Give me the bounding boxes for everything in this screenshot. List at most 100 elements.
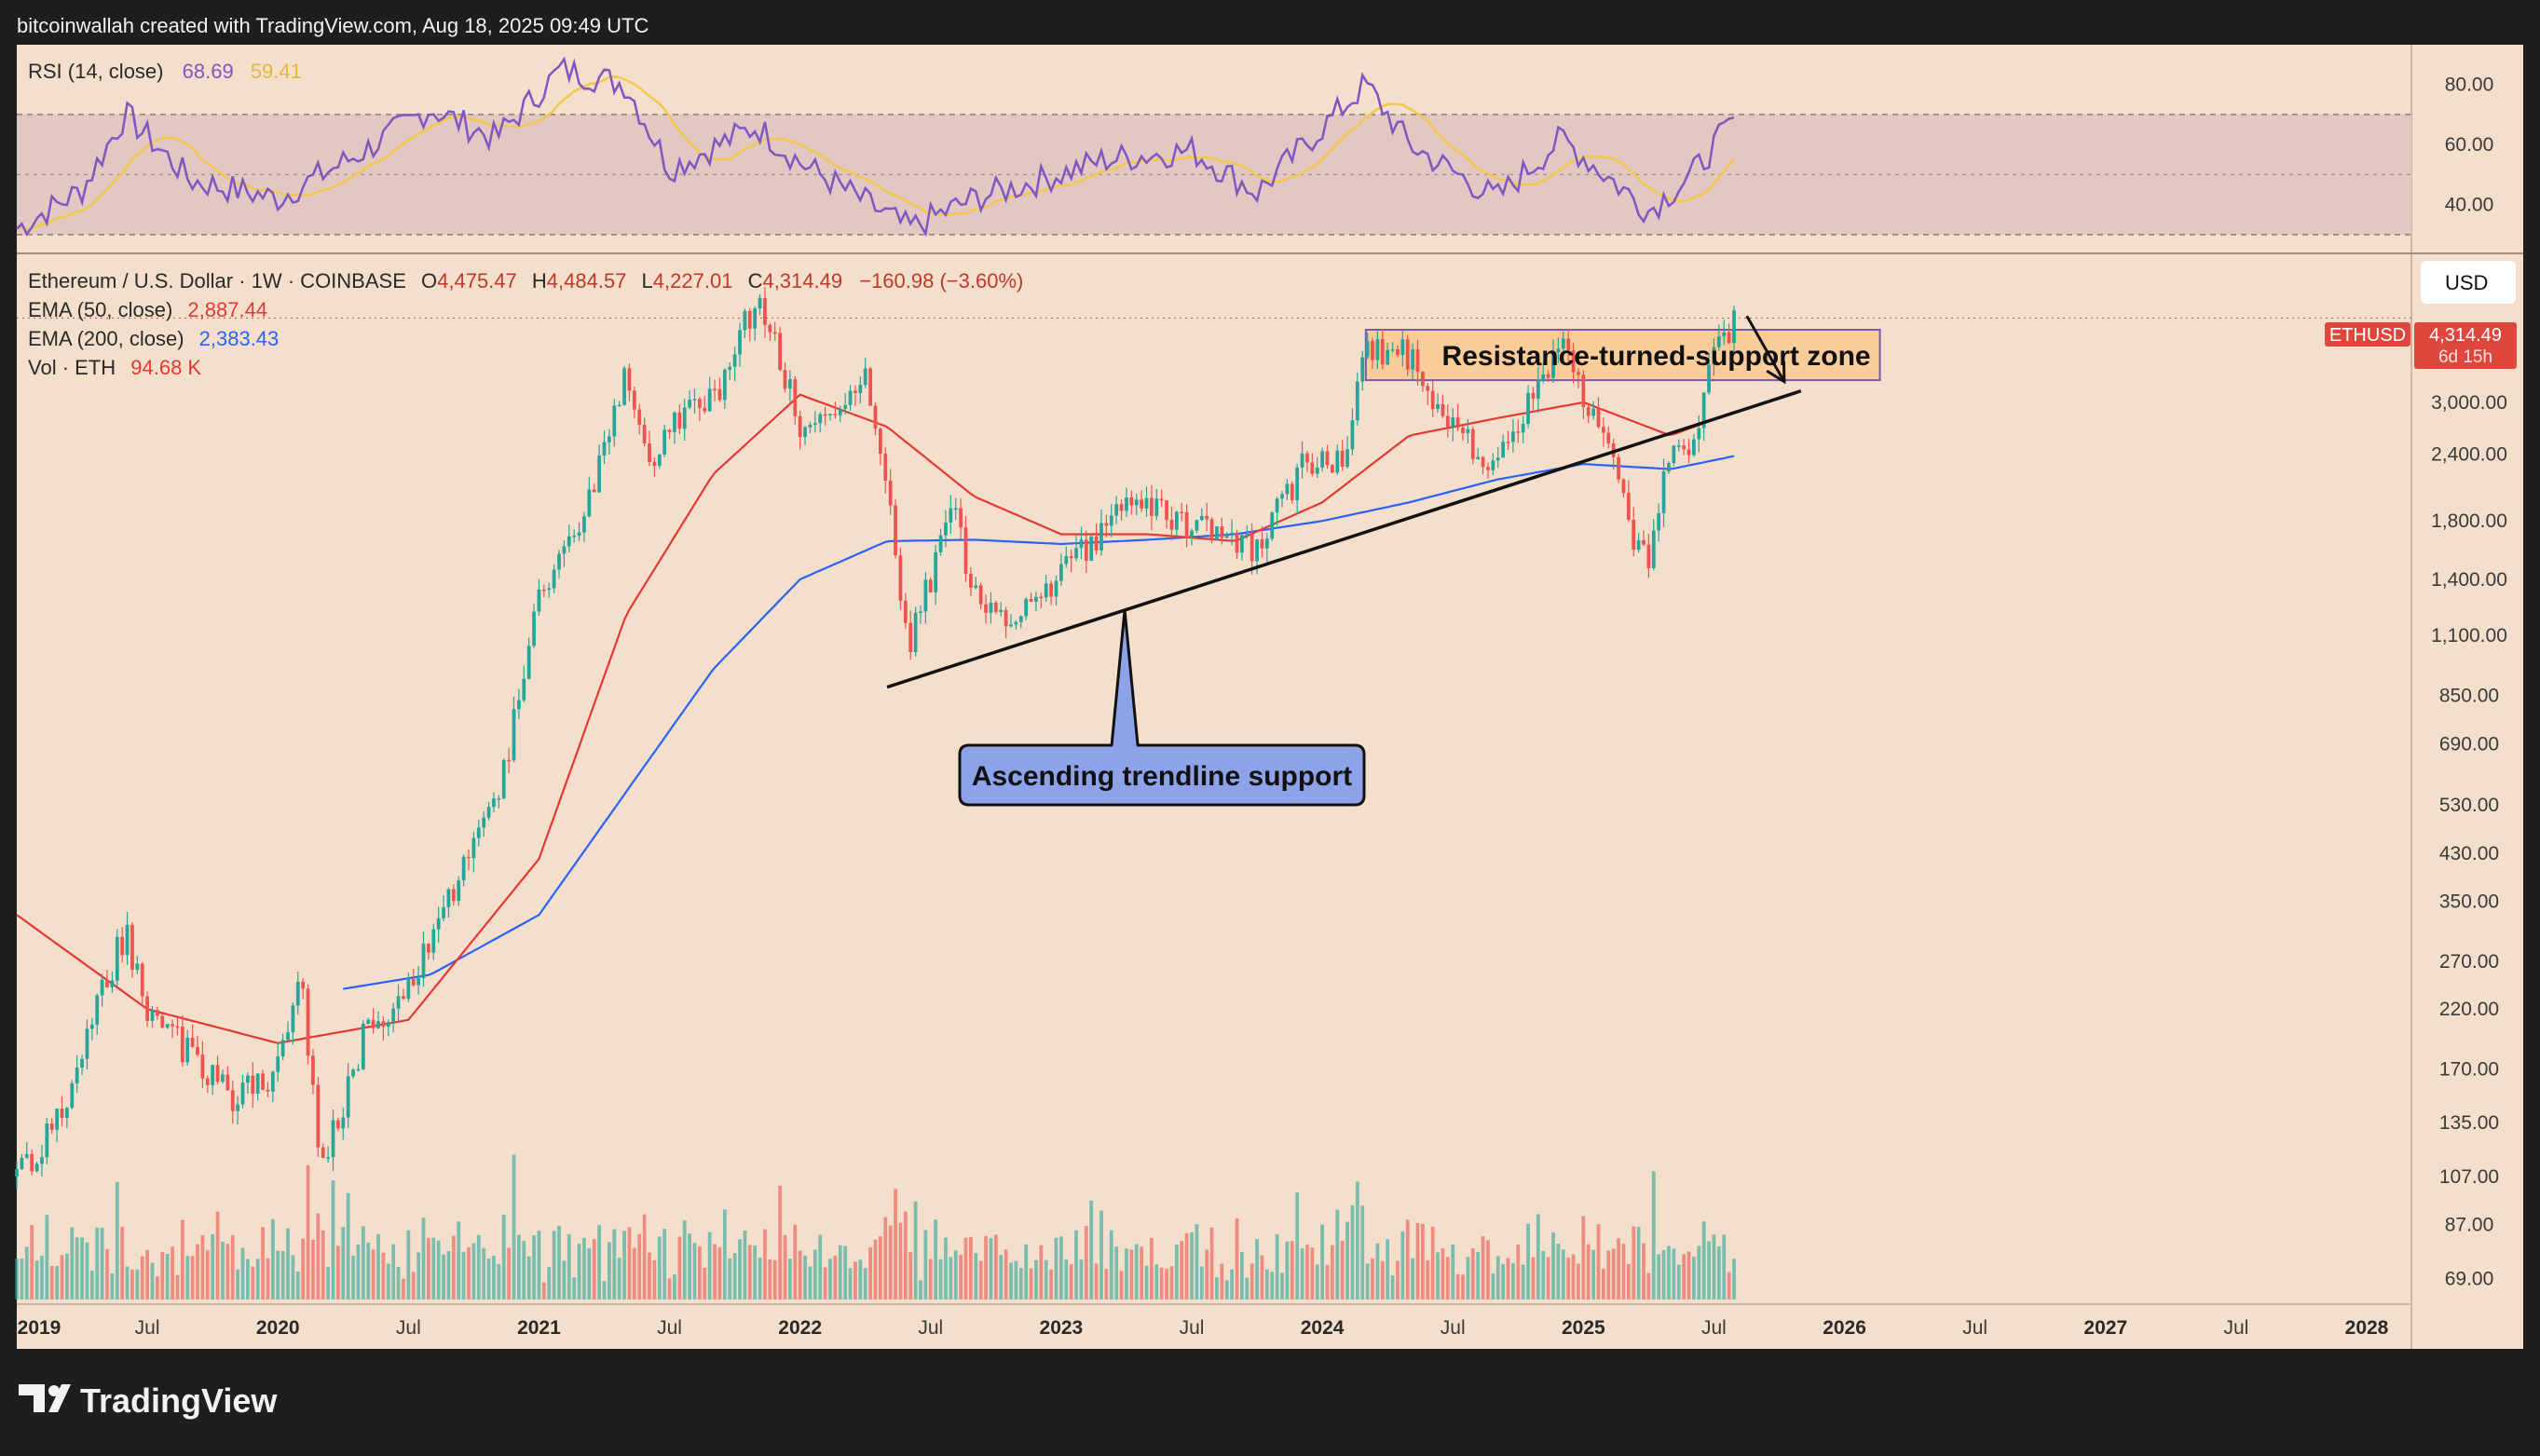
- volume-bar: [692, 1243, 697, 1300]
- candle-body: [1672, 445, 1676, 464]
- volume-bar: [497, 1263, 501, 1300]
- candle-body: [1159, 498, 1164, 501]
- volume-bar: [467, 1246, 471, 1300]
- time-tick-label: 2024: [1301, 1317, 1345, 1339]
- volume-bar: [974, 1253, 978, 1300]
- currency-button[interactable]: USD: [2421, 261, 2516, 304]
- volume-bar: [326, 1266, 330, 1300]
- volume-bar: [1029, 1268, 1033, 1300]
- volume-bar: [1676, 1264, 1681, 1300]
- volume-bar: [1571, 1254, 1576, 1300]
- volume-bar: [1049, 1269, 1053, 1300]
- candle-body: [1004, 609, 1008, 627]
- volume-bar: [65, 1253, 69, 1300]
- candle-body: [1280, 494, 1284, 499]
- volume-bar: [1054, 1237, 1058, 1300]
- candle-body: [648, 442, 651, 462]
- price-tag-symbol: ETHUSD: [2329, 325, 2406, 346]
- candle-body: [1716, 336, 1721, 347]
- candle-body: [1290, 483, 1294, 501]
- candle-body: [969, 573, 973, 588]
- ema200-label[interactable]: EMA (200, close): [28, 327, 184, 350]
- volume-bar: [532, 1235, 536, 1300]
- volume-bar: [1069, 1264, 1073, 1300]
- candle-body: [1069, 556, 1073, 559]
- volume-bar: [858, 1259, 863, 1300]
- candle-body: [552, 569, 556, 589]
- volume-bar: [682, 1220, 687, 1300]
- candle-body: [717, 388, 722, 401]
- ascending-trendline[interactable]: [886, 389, 1802, 689]
- candle-body: [60, 1109, 64, 1118]
- candle-body: [120, 936, 125, 956]
- candle-body: [1495, 457, 1500, 461]
- price-tick-label: 69.00: [2445, 1268, 2494, 1289]
- rsi-tick-label: 60.00: [2445, 134, 2494, 156]
- volume-bar: [205, 1250, 210, 1300]
- candle-body: [713, 388, 717, 391]
- volume-bar: [381, 1252, 386, 1300]
- candle-body: [999, 609, 1004, 612]
- rsi-pane[interactable]: 80.00 60.00 40.00 RSI (14, close) 68.69 59…: [16, 56, 2494, 238]
- tradingview-brand[interactable]: TradingView: [19, 1381, 278, 1420]
- volume-bar: [1024, 1244, 1029, 1300]
- volume-bar: [105, 1248, 109, 1300]
- candle-body: [984, 604, 988, 613]
- candle-body: [361, 1023, 365, 1069]
- candle-body: [928, 579, 933, 592]
- candle-body: [1676, 445, 1681, 447]
- symbol-name[interactable]: Ethereum / U.S. Dollar · 1W · COINBASE: [28, 269, 406, 293]
- time-axis-ticks[interactable]: 2019 Jul 2020 Jul 2021 Jul 2022 Jul 2023 Jul 2024 J…: [18, 1317, 2389, 1339]
- volume-bar: [1260, 1255, 1264, 1300]
- ema50-label[interactable]: EMA (50, close): [28, 298, 172, 321]
- candle-body: [351, 1069, 355, 1077]
- close-value: 4,314.49: [762, 269, 842, 293]
- candle-body: [321, 1147, 325, 1158]
- tradingview-logo-icon: [19, 1384, 71, 1412]
- volume-bar: [230, 1234, 235, 1300]
- candle-body: [1049, 583, 1053, 597]
- candle-body: [903, 600, 908, 623]
- volume-bar: [1646, 1272, 1651, 1300]
- trendline-callout-box: [958, 608, 1366, 807]
- candle-body: [848, 390, 853, 405]
- volume-bar: [1209, 1227, 1214, 1300]
- volume-bar: [1501, 1263, 1505, 1300]
- volume-bar: [1606, 1250, 1611, 1300]
- price-pane[interactable]: Ascending trendline support Resistance-t…: [15, 261, 2517, 1300]
- volume-bar: [1159, 1267, 1164, 1300]
- candle-body: [1140, 499, 1143, 509]
- volume-bar: [1009, 1262, 1013, 1300]
- volume-bar: [175, 1274, 180, 1300]
- volume-bar: [1732, 1259, 1736, 1300]
- volume-bar: [732, 1253, 737, 1300]
- volume-bar: [1651, 1171, 1656, 1300]
- volume-bar: [1712, 1234, 1716, 1300]
- volume-bar: [1129, 1249, 1134, 1300]
- volume-bar: [391, 1244, 396, 1300]
- candle-body: [873, 405, 878, 429]
- volume-bar: [1481, 1236, 1485, 1300]
- volume-bar: [772, 1259, 777, 1300]
- volume-bar: [280, 1250, 285, 1300]
- volume-bar: [1094, 1263, 1099, 1300]
- volume-bar: [934, 1219, 938, 1300]
- candle-body: [417, 978, 420, 986]
- volume-bar: [135, 1269, 140, 1300]
- zone-arrow[interactable]: [1745, 315, 1786, 385]
- price-tick-label: 2,400.00: [2431, 444, 2507, 466]
- candle-body: [919, 611, 922, 613]
- rsi-axis-ticks[interactable]: 80.00 60.00 40.00: [2445, 75, 2494, 216]
- high-label: H: [532, 269, 547, 293]
- volume-label[interactable]: Vol · ETH: [28, 356, 116, 379]
- volume-bar: [1566, 1258, 1571, 1300]
- candle-body: [1245, 534, 1250, 536]
- trendline-callout[interactable]: Ascending trendline support: [958, 608, 1366, 807]
- candle-body: [140, 963, 144, 997]
- candle-body: [1551, 352, 1555, 378]
- volume-bar: [386, 1263, 390, 1300]
- volume-bar: [1345, 1221, 1349, 1300]
- candle-body: [1455, 417, 1460, 429]
- candle-body: [1606, 432, 1611, 444]
